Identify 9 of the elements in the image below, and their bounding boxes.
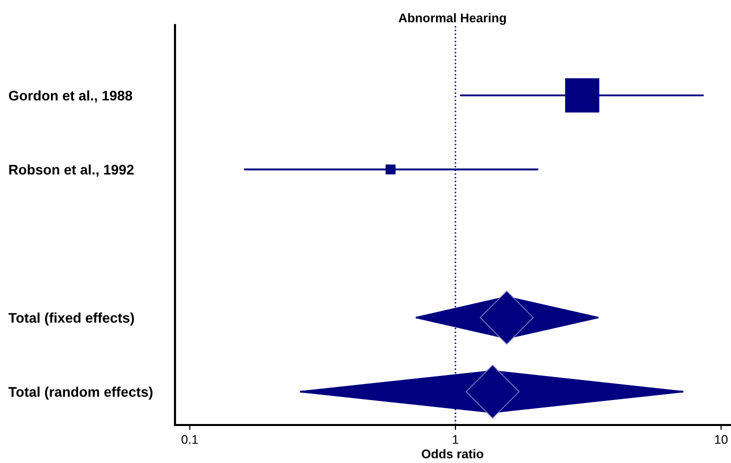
- x-tick-label: 0.1: [182, 435, 198, 444]
- y-tick-label: Total (fixed effects): [8, 312, 134, 326]
- x-tick-label: 10: [715, 435, 728, 444]
- y-tick-label: Robson et al., 1992: [9, 164, 134, 177]
- y-tick-label: Gordon et al., 1988: [8, 90, 132, 103]
- x-axis-title: Odds ratio: [422, 449, 484, 458]
- y-tick-label: Total (random effects): [8, 386, 152, 400]
- x-tick-label: 1: [452, 435, 458, 444]
- chart-title: Abnormal Hearing: [398, 13, 506, 25]
